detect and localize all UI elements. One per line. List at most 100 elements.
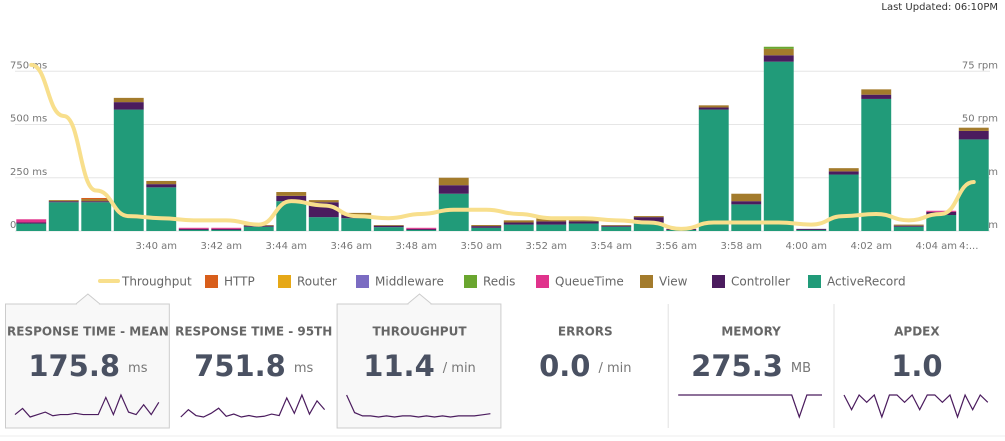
bar-segment bbox=[178, 229, 209, 231]
x-tick-label: 4:00 am bbox=[785, 241, 827, 252]
bar-segment bbox=[796, 228, 827, 230]
bar-segment bbox=[276, 195, 307, 202]
bar-segment bbox=[763, 61, 794, 231]
y-tick-label: 750 ms bbox=[10, 60, 47, 71]
legend-label: Redis bbox=[483, 275, 515, 289]
bar-segment bbox=[926, 210, 957, 212]
x-tick-label: 3:42 am bbox=[200, 241, 242, 252]
bar-segment bbox=[926, 215, 957, 231]
bar-segment bbox=[308, 217, 339, 231]
metric-unit: ms bbox=[294, 361, 314, 376]
x-tick-label: 3:52 am bbox=[525, 241, 567, 252]
bar-segment bbox=[146, 180, 177, 185]
metric-card-selected bbox=[336, 303, 502, 429]
metric-unit: / min bbox=[443, 361, 476, 376]
bar-segment bbox=[731, 193, 762, 202]
bar-segment bbox=[438, 177, 469, 186]
x-tick-label: 3:56 am bbox=[655, 241, 697, 252]
bar-segment bbox=[828, 171, 859, 175]
legend-label: View bbox=[659, 275, 688, 289]
metric-value: 751.8 ms bbox=[194, 349, 313, 383]
legend-label: QueueTime bbox=[555, 275, 624, 289]
bar-segment bbox=[958, 130, 989, 140]
legend-swatch bbox=[640, 275, 653, 288]
x-tick-label: 4:02 am bbox=[850, 241, 892, 252]
metric-number: 751.8 bbox=[194, 349, 286, 383]
bar-segment bbox=[178, 228, 209, 230]
bar-segment bbox=[893, 225, 924, 227]
bar-segment bbox=[16, 219, 47, 223]
legend-swatch bbox=[808, 275, 821, 288]
sparkline bbox=[14, 393, 160, 418]
bar-segment bbox=[373, 227, 404, 231]
bar-segment bbox=[373, 225, 404, 226]
bar-segment bbox=[81, 197, 112, 200]
bar-segment bbox=[438, 185, 469, 194]
metric-number: 0.0 bbox=[539, 349, 590, 383]
bar-segment bbox=[698, 105, 729, 108]
x-tick-label: 3:58 am bbox=[720, 241, 762, 252]
bar-segment bbox=[276, 192, 307, 196]
card-pointer bbox=[406, 293, 433, 305]
bar-segment bbox=[341, 218, 372, 231]
metric-value: 1.0 bbox=[891, 349, 942, 383]
legend-label: HTTP bbox=[224, 275, 255, 289]
legend-swatch bbox=[464, 275, 477, 288]
bar-segment bbox=[828, 174, 859, 231]
y2-tick-label: 75 rpm bbox=[962, 60, 998, 71]
metric-title: RESPONSE TIME - 95TH bbox=[175, 325, 332, 339]
bar-segment bbox=[796, 229, 827, 231]
bar-segment bbox=[698, 109, 729, 231]
x-tick-label: 3:44 am bbox=[265, 241, 307, 252]
y-tick-label: 500 ms bbox=[10, 114, 47, 125]
x-tick-label: 3:50 am bbox=[460, 241, 502, 252]
bar-segment bbox=[763, 46, 794, 49]
x-tick-label: 3:48 am bbox=[395, 241, 437, 252]
metric-number: 175.8 bbox=[28, 349, 120, 383]
x-tick-label: 4:... bbox=[959, 241, 978, 252]
bar-segment bbox=[16, 223, 47, 231]
metric-number: 275.3 bbox=[691, 349, 783, 383]
legend-swatch bbox=[356, 275, 369, 288]
legend-swatch bbox=[536, 275, 549, 288]
metric-title: APDEX bbox=[894, 325, 940, 339]
x-tick-label: 4:04 am bbox=[915, 241, 957, 252]
bar-segment bbox=[893, 226, 924, 231]
legend-label: Throughput bbox=[121, 275, 192, 289]
bar-segment bbox=[308, 200, 339, 203]
bar-segment bbox=[113, 102, 144, 110]
bar-segment bbox=[341, 212, 372, 216]
bar-segment bbox=[601, 225, 632, 226]
metric-unit: MB bbox=[791, 361, 811, 376]
y2-tick-label: 50 rpm bbox=[962, 114, 998, 125]
bar-segment bbox=[828, 168, 859, 172]
legend-label: Controller bbox=[731, 275, 790, 289]
bar-segment bbox=[471, 226, 502, 228]
bar-segment bbox=[633, 216, 664, 218]
metric-value: 0.0 / min bbox=[539, 349, 631, 383]
bar-segment bbox=[211, 228, 242, 230]
metric-value: 11.4 / min bbox=[363, 349, 476, 383]
bar-segment bbox=[536, 224, 567, 231]
bar-segment bbox=[633, 217, 664, 223]
bar-segment bbox=[373, 225, 404, 228]
bar-segment bbox=[178, 227, 209, 229]
sparkline bbox=[843, 393, 989, 419]
bar-segment bbox=[211, 229, 242, 231]
metric-number: 1.0 bbox=[891, 349, 942, 383]
bar-segment bbox=[503, 222, 534, 225]
metric-title: RESPONSE TIME - MEAN bbox=[7, 325, 169, 339]
metric-value: 275.3 MB bbox=[691, 349, 811, 383]
bar-segment bbox=[406, 227, 437, 229]
sparkline bbox=[346, 394, 491, 418]
metric-number: 11.4 bbox=[363, 349, 435, 383]
bar-segment bbox=[731, 204, 762, 231]
sparkline bbox=[180, 393, 326, 418]
bar-segment bbox=[601, 225, 632, 227]
legend-label: Router bbox=[297, 275, 337, 289]
legend-swatch bbox=[205, 275, 218, 288]
bar-segment bbox=[763, 48, 794, 56]
bar-segment bbox=[406, 229, 437, 231]
metric-unit: / min bbox=[598, 361, 631, 376]
